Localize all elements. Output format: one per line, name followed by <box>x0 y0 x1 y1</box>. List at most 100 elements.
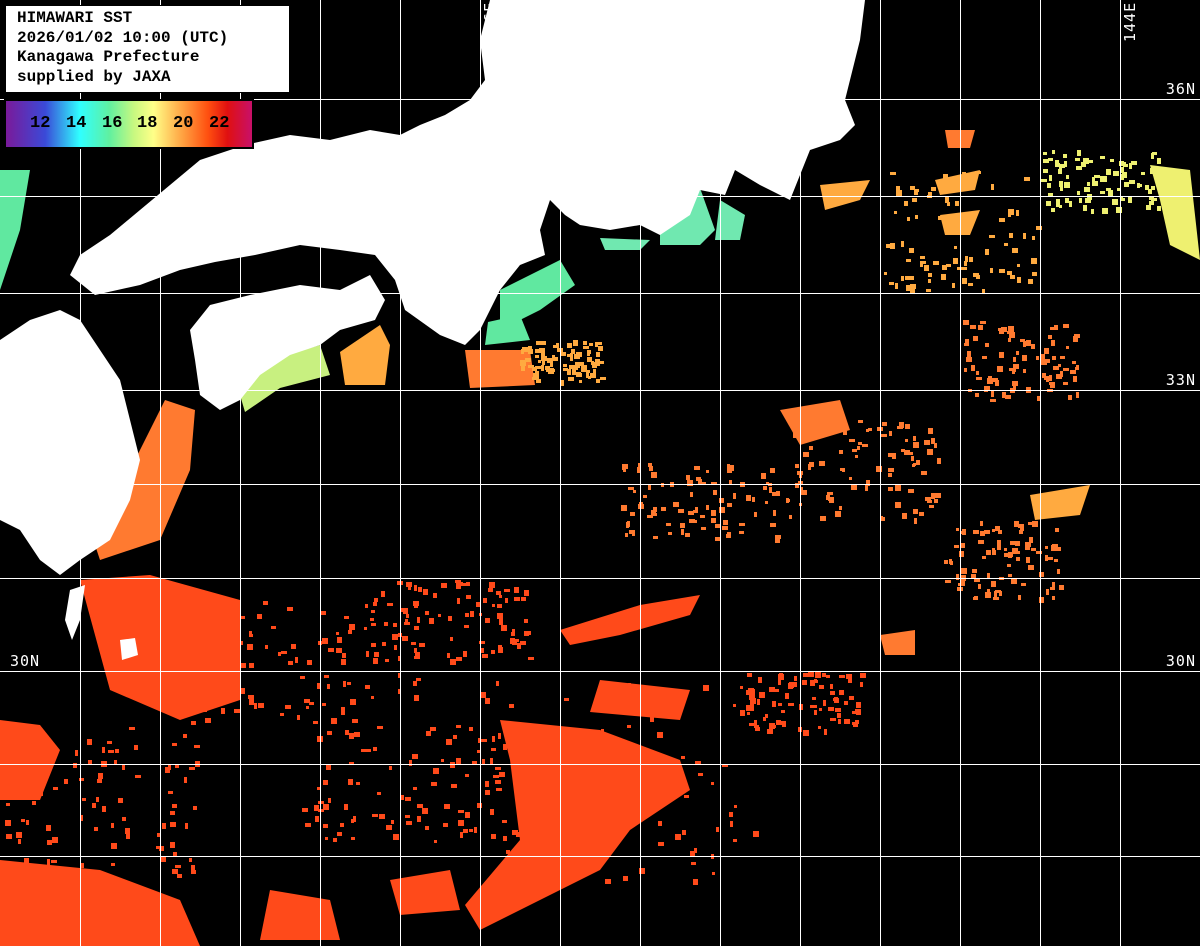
sst-pixel <box>386 825 392 830</box>
sst-pixel <box>1073 336 1078 342</box>
sst-pixel <box>629 530 632 534</box>
sst-pixel <box>6 834 12 839</box>
sst-pixel <box>1052 544 1058 550</box>
sst-pixel <box>1008 326 1014 332</box>
sst-pixel <box>1023 233 1026 239</box>
sst-pixel <box>765 714 768 718</box>
sst-pixel <box>1008 574 1012 577</box>
sst-pixel <box>596 379 600 383</box>
sst-pixel <box>456 758 461 764</box>
sst-pixel <box>944 560 948 564</box>
sst-pixel <box>1029 537 1033 543</box>
sst-pixel <box>118 798 123 803</box>
sst-pixel <box>908 489 914 493</box>
sst-pixel <box>460 832 463 838</box>
sst-pixel <box>589 343 593 346</box>
sst-pixel <box>405 797 411 801</box>
sst-pixel <box>389 766 392 770</box>
sst-pixel <box>750 700 754 706</box>
sst-pixel <box>18 839 21 844</box>
sst-pixel <box>1150 168 1155 174</box>
sst-pixel <box>966 217 972 221</box>
sst-pixel <box>593 369 596 374</box>
sst-pixel <box>692 520 697 523</box>
sst-pixel <box>844 719 850 724</box>
sst-pixel <box>999 329 1004 334</box>
sst-pixel <box>819 685 824 689</box>
sst-pixel <box>16 793 21 798</box>
sst-pixel <box>387 603 393 606</box>
sst-pixel <box>974 596 978 599</box>
sst-pixel <box>1110 159 1114 162</box>
sst-patch <box>0 170 30 290</box>
sst-pixel <box>325 837 328 840</box>
sst-pixel <box>372 814 378 817</box>
sst-pixel <box>600 377 606 380</box>
sst-pixel <box>1028 279 1033 284</box>
sst-pixel <box>175 764 179 768</box>
sst-pixel <box>1088 160 1093 163</box>
sst-pixel <box>497 604 502 608</box>
sst-pixel <box>913 442 919 448</box>
sst-pixel <box>776 720 781 725</box>
sst-pixel <box>858 420 863 423</box>
sst-pixel <box>792 682 797 687</box>
sst-pixel <box>535 349 540 353</box>
sst-pixel <box>328 798 331 803</box>
sst-pixel <box>910 186 915 190</box>
sst-pixel <box>965 256 968 262</box>
sst-pixel <box>75 750 78 756</box>
sst-pixel <box>304 699 310 703</box>
sst-pixel <box>433 593 437 598</box>
sst-pixel <box>754 725 759 728</box>
sst-pixel <box>778 679 781 685</box>
sst-pixel <box>1005 395 1011 399</box>
sst-pixel <box>628 792 631 795</box>
sst-pixel <box>1043 159 1049 163</box>
sst-pixel <box>758 677 762 683</box>
sst-patch <box>880 630 915 655</box>
sst-pixel <box>1047 183 1051 188</box>
sst-pixel <box>888 473 892 477</box>
sst-pixel <box>349 762 354 765</box>
sst-pixel <box>129 727 135 730</box>
sst-pixel <box>942 265 947 270</box>
sst-pixel <box>906 259 911 262</box>
sst-pixel <box>159 846 164 851</box>
sst-pixel <box>1062 164 1065 168</box>
sst-pixel <box>964 368 967 372</box>
sst-pixel <box>990 399 996 402</box>
sst-pixel <box>498 647 503 653</box>
sst-pixel <box>924 265 929 271</box>
sst-pixel <box>586 831 589 836</box>
sst-pixel <box>695 761 701 765</box>
sst-patch <box>560 595 700 645</box>
sst-pixel <box>778 703 782 706</box>
sst-pixel <box>588 376 591 379</box>
sst-pixel <box>1049 382 1055 385</box>
sst-pixel <box>681 529 684 535</box>
sst-pixel <box>249 634 253 637</box>
sst-pixel <box>855 455 858 458</box>
sst-pixel <box>803 673 808 677</box>
sst-pixel <box>678 509 684 513</box>
sst-pixel <box>1046 589 1049 595</box>
sst-pixel <box>1008 209 1014 215</box>
sst-pixel <box>532 377 538 380</box>
sst-pixel <box>1060 356 1065 359</box>
sst-pixel <box>959 551 964 557</box>
sst-pixel <box>492 604 495 607</box>
sst-pixel <box>905 276 911 280</box>
sst-pixel <box>1083 158 1089 164</box>
sst-pixel <box>541 858 544 864</box>
sst-pixel <box>417 816 421 822</box>
sst-pixel <box>1066 346 1069 349</box>
sst-pixel <box>727 503 732 507</box>
sst-pixel <box>414 695 419 701</box>
sst-pixel <box>800 487 803 492</box>
sst-pixel <box>915 215 918 219</box>
sst-pixel <box>987 573 990 579</box>
scale-tick: 16 <box>102 114 123 133</box>
sst-pixel <box>641 771 646 775</box>
sst-pixel <box>700 515 705 518</box>
